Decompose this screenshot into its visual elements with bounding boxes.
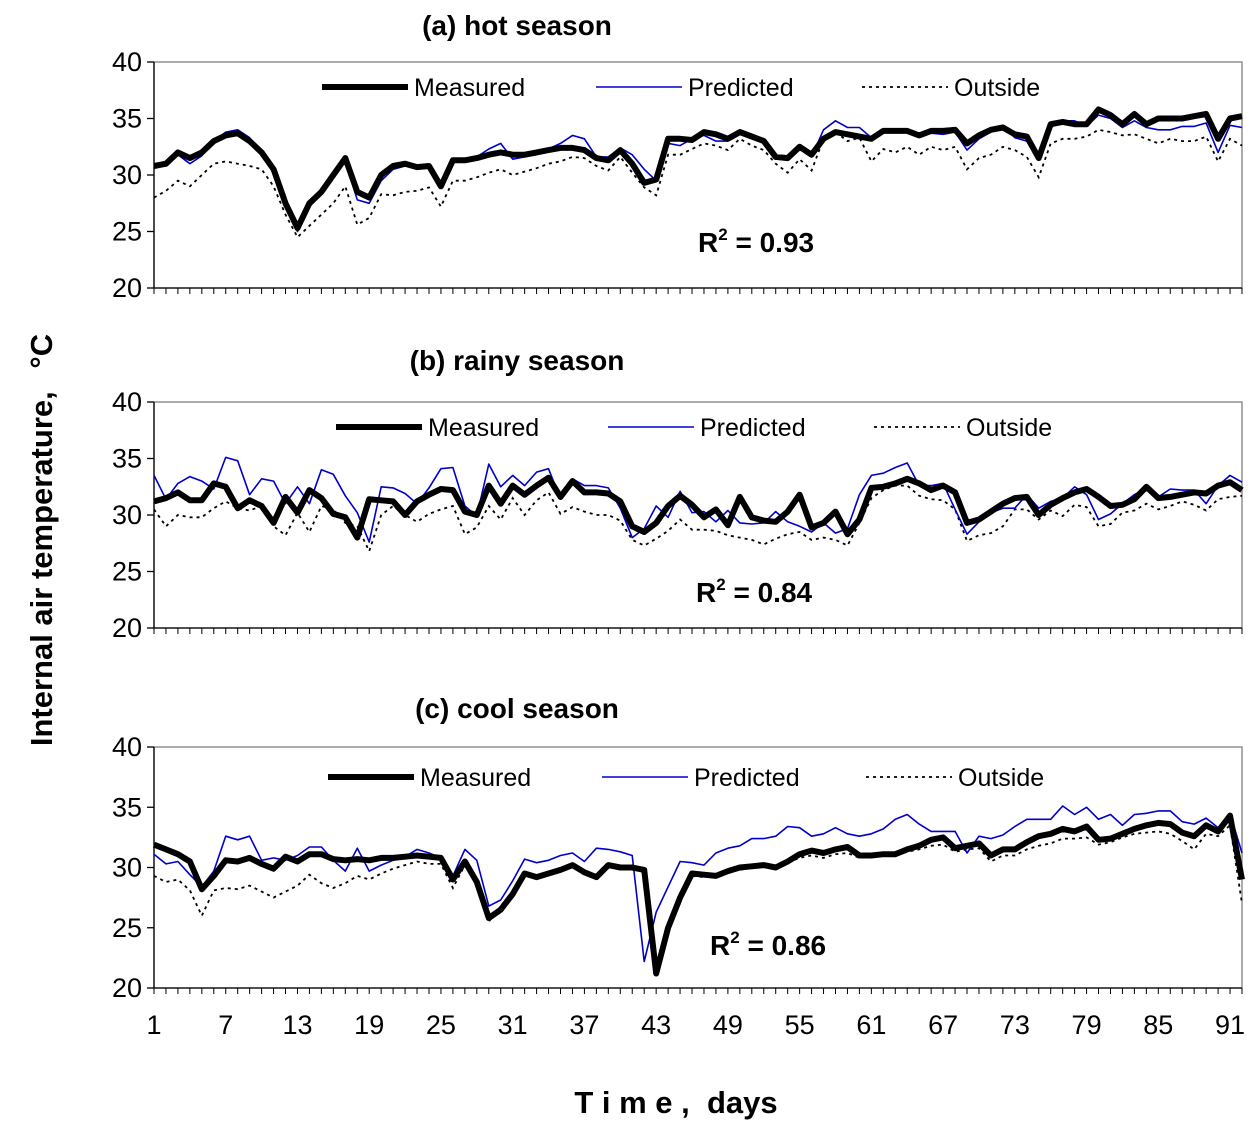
y-tick-label: 25	[112, 217, 142, 247]
y-axis-label-text: Internal air temperature,	[24, 391, 59, 746]
r2-annotation: R2 = 0.84	[696, 575, 813, 608]
y-tick-label: 35	[112, 104, 142, 134]
y-tick-label: 40	[112, 732, 142, 762]
x-tick-label: 19	[354, 1010, 384, 1040]
r2-superscript: 2	[718, 225, 727, 244]
r2-superscript: 2	[716, 575, 725, 594]
y-tick-label: 30	[112, 500, 142, 530]
series-line-measured	[152, 812, 1245, 977]
series-line-measured	[153, 106, 1243, 232]
y-tick-label: 40	[112, 47, 142, 77]
x-tick-label: 49	[713, 1010, 743, 1040]
x-tick-label: 79	[1072, 1010, 1102, 1040]
y-tick-label: 35	[112, 792, 142, 822]
x-tick-label: 37	[569, 1010, 599, 1040]
x-tick-label: 13	[282, 1010, 312, 1040]
y-axis-label-unit: °C	[24, 334, 59, 369]
legend-label-measured: Measured	[428, 414, 539, 442]
series-line-outside	[153, 128, 1243, 239]
x-tick-label: 73	[1000, 1010, 1030, 1040]
y-tick-label: 25	[112, 913, 142, 943]
legend-label-measured: Measured	[420, 764, 531, 792]
panel-title: (b) rainy season	[410, 345, 625, 376]
x-tick-label: 43	[641, 1010, 671, 1040]
y-tick-label: 25	[112, 557, 142, 587]
r2-value: = 0.84	[726, 577, 813, 608]
legend-label-predicted: Predicted	[688, 74, 794, 102]
series-line-measured	[153, 474, 1244, 541]
series-line-outside	[153, 823, 1243, 971]
y-tick-label: 20	[112, 613, 142, 643]
x-axis-label: T i m e , days	[574, 1085, 777, 1120]
r2-symbol: R	[710, 930, 730, 961]
r2-symbol: R	[696, 577, 716, 608]
x-tick-label: 25	[426, 1010, 456, 1040]
legend-label-outside: Outside	[954, 74, 1040, 102]
r2-annotation: R2 = 0.93	[698, 225, 814, 258]
legend-label-predicted: Predicted	[700, 414, 806, 442]
y-tick-label: 20	[112, 273, 142, 303]
panel-1: 20 25 30 35 40 (a) hot season Measured Predicte…	[112, 10, 1243, 303]
legend-label-predicted: Predicted	[694, 764, 800, 792]
x-tick-label: 55	[785, 1010, 815, 1040]
y-axis-label: Internal air temperature, °C	[24, 334, 59, 746]
x-tick-label: 31	[498, 1010, 528, 1040]
y-tick-label: 35	[112, 444, 142, 474]
y-tick-label: 20	[112, 973, 142, 1003]
panel-3: 20 25 30 35 40 (c) cool season Measured Predict…	[112, 693, 1245, 1003]
x-tick-label: 61	[856, 1010, 886, 1040]
x-tick-label: 91	[1215, 1010, 1245, 1040]
r2-symbol: R	[698, 227, 718, 258]
legend-label-measured: Measured	[414, 74, 525, 102]
panel-title: (c) cool season	[415, 693, 619, 724]
y-tick-label: 30	[112, 160, 142, 190]
x-tick-label: 7	[218, 1010, 233, 1040]
y-tick-label: 30	[112, 853, 142, 883]
legend-label-outside: Outside	[958, 764, 1044, 792]
y-tick-label: 40	[112, 387, 142, 417]
panel-title: (a) hot season	[422, 10, 612, 41]
r2-value: = 0.86	[740, 930, 826, 961]
x-tick-label: 1	[146, 1010, 161, 1040]
x-tick-label: 67	[928, 1010, 958, 1040]
panel-2: 20 25 30 35 40 (b) rainy season Measured Predic…	[112, 345, 1244, 643]
r2-value: = 0.93	[728, 227, 814, 258]
x-tick-label: 85	[1143, 1010, 1173, 1040]
legend-label-outside: Outside	[966, 414, 1052, 442]
r2-annotation: R2 = 0.86	[710, 928, 826, 961]
r2-superscript: 2	[730, 928, 739, 947]
